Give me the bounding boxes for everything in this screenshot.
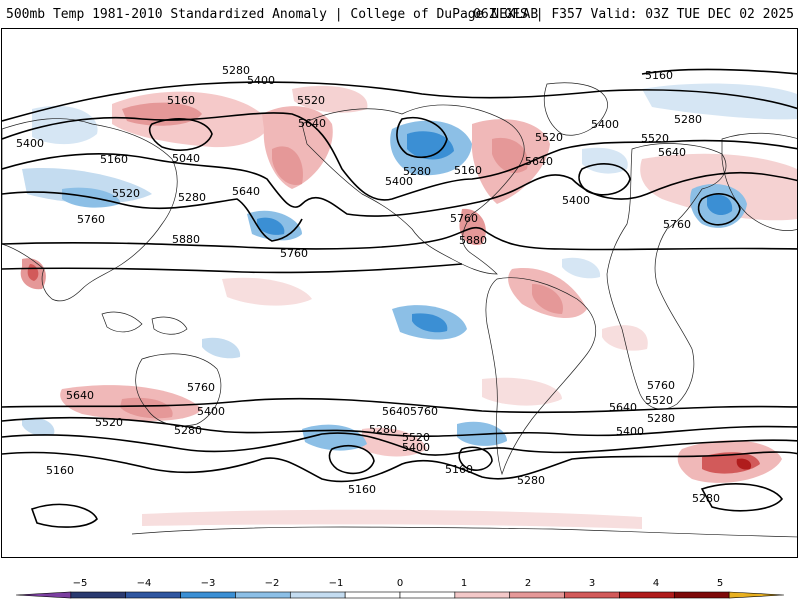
contour-label: 5400 xyxy=(616,425,644,438)
contour-label: 5520 xyxy=(112,187,140,200)
contour-label: 5280 xyxy=(222,64,250,77)
colorbar-segment xyxy=(235,591,291,599)
contour-label: 5280 xyxy=(674,113,702,126)
model-valid-time: 06Z GFS | F357 Valid: 03Z TUE DEC 02 202… xyxy=(473,7,794,22)
contour-label: 5520 xyxy=(95,416,123,429)
colorbar-tick-label: 4 xyxy=(653,578,659,589)
anomaly-shading xyxy=(20,83,797,529)
colorbar-segment xyxy=(564,591,620,599)
contour-label: 5280 xyxy=(517,474,545,487)
contour-label: 5760 xyxy=(77,213,105,226)
contour-label: 5760 xyxy=(450,212,478,225)
colorbar-tick-label: 2 xyxy=(525,578,531,589)
colorbar-segment xyxy=(289,591,346,599)
map-panel: 5280 5400 5160 5520 5640 5040 5400 5160 … xyxy=(1,28,798,558)
contour-label: 5280 xyxy=(174,424,202,437)
anomaly-map: 5280 5400 5160 5520 5640 5040 5400 5160 … xyxy=(2,64,797,538)
contour-label: 5160 xyxy=(167,94,195,107)
contour-label: 5880 xyxy=(172,233,200,246)
contour-label: 5520 xyxy=(641,132,669,145)
contour-label: 5640 xyxy=(658,146,686,159)
colorbar-segment xyxy=(454,591,511,599)
contour-label: 5760 xyxy=(187,381,215,394)
contour-label: 5400 xyxy=(562,194,590,207)
contour-label: 5160 xyxy=(645,69,673,82)
colorbar-segment xyxy=(673,591,730,599)
colorbar-segment xyxy=(399,591,456,599)
colorbar-tick-label: 3 xyxy=(589,578,595,589)
contour-label: 5760 xyxy=(663,218,691,231)
map-title: 500mb Temp 1981-2010 Standardized Anomal… xyxy=(6,7,539,22)
colorbar-tick-label: 5 xyxy=(717,578,723,589)
contour-label: 5400 xyxy=(16,137,44,150)
contour-labels: 5280 5400 5160 5520 5640 5040 5400 5160 … xyxy=(16,64,720,505)
colorbar-tick-label: 0 xyxy=(397,578,403,589)
contour-label: 5160 xyxy=(454,164,482,177)
contour-label: 5400 xyxy=(247,74,275,87)
colorbar-tick-label: −1 xyxy=(329,578,344,589)
coastlines xyxy=(2,82,797,538)
colorbar-tick-label: −3 xyxy=(201,578,216,589)
colorbar-tick-label: −5 xyxy=(73,578,88,589)
colorbar-segment xyxy=(125,591,181,599)
contour-label: 5280 xyxy=(692,492,720,505)
colorbar-segments xyxy=(15,591,785,599)
contour-label: 5520 xyxy=(535,131,563,144)
contour-label: 5520 xyxy=(297,94,325,107)
contour-label: 5640 xyxy=(298,117,326,130)
contour-label: 5280 xyxy=(403,165,431,178)
contour-label: 5400 xyxy=(591,118,619,131)
contour-label: 5640 xyxy=(66,389,94,402)
contour-label: 5280 xyxy=(178,191,206,204)
colorbar-segment xyxy=(509,591,565,599)
colorbar-segment xyxy=(619,591,675,599)
contour-label: 5640 xyxy=(525,155,553,168)
colorbar-tick-label: −4 xyxy=(137,578,152,589)
contour-label: 5760 xyxy=(280,247,308,260)
contour-label: 5280 xyxy=(369,423,397,436)
contour-label: 5760 xyxy=(410,405,438,418)
contour-label: 5160 xyxy=(445,463,473,476)
height-contours xyxy=(2,68,797,528)
colorbar-tick-label: −2 xyxy=(265,578,280,589)
contour-label: 5160 xyxy=(100,153,128,166)
colorbar-segment xyxy=(15,591,72,599)
colorbar-segment xyxy=(180,591,236,599)
colorbar-ticks: −5 −4 −3 −2 −1 0 1 2 3 4 5 xyxy=(73,578,724,589)
colorbar-tick-label: 1 xyxy=(461,578,467,589)
contour-label: 5400 xyxy=(402,441,430,454)
colorbar-segment xyxy=(344,591,401,599)
contour-label: 5040 xyxy=(172,152,200,165)
contour-label: 5640 xyxy=(382,405,410,418)
colorbar-segment xyxy=(728,591,785,599)
contour-label: 5160 xyxy=(46,464,74,477)
contour-label: 5280 xyxy=(647,412,675,425)
header: 500mb Temp 1981-2010 Standardized Anomal… xyxy=(0,0,800,28)
contour-label: 5400 xyxy=(385,175,413,188)
contour-label: 5640 xyxy=(232,185,260,198)
contour-label: 5640 xyxy=(609,401,637,414)
contour-label: 5400 xyxy=(197,405,225,418)
contour-label: 5520 xyxy=(402,431,430,444)
colorbar: −5 −4 −3 −2 −1 0 1 2 3 4 5 xyxy=(15,578,785,599)
contour-label: 5760 xyxy=(647,379,675,392)
colorbar-segment xyxy=(70,591,127,599)
contour-label: 5160 xyxy=(348,483,376,496)
contour-label: 5880 xyxy=(459,234,487,247)
contour-label: 5520 xyxy=(645,394,673,407)
